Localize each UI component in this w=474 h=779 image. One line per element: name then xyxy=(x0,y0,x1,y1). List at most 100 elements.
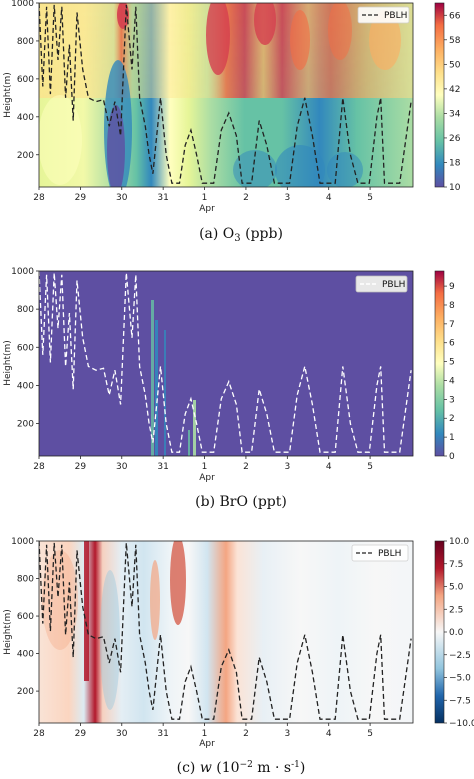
x-axis-label: Apr xyxy=(199,473,215,483)
y-tick-label: 400 xyxy=(17,650,34,660)
colorbar-tick-label: 66 xyxy=(449,11,461,21)
caption: (c) w (10−2 m · s-1) xyxy=(177,760,306,776)
x-ticks: 28 29 30 31 1 2 3 4 5 xyxy=(33,187,373,203)
bro-field xyxy=(39,271,413,456)
y-tick-label: 800 xyxy=(17,575,34,585)
x-axis-label: Apr xyxy=(199,739,215,749)
y-tick-label: 400 xyxy=(17,381,34,391)
x-tick-label: 5 xyxy=(367,193,373,203)
x-tick-label: 1 xyxy=(202,462,208,472)
colorbar-tick-label: −5.0 xyxy=(449,674,471,684)
legend-label: PBLH xyxy=(378,549,401,559)
colorbar-tick-label: 10.0 xyxy=(449,537,469,547)
colorbar-tick-label: 5.0 xyxy=(449,583,464,593)
colorbar-tick-label: 34 xyxy=(449,109,461,119)
colorbar-tick-label: 58 xyxy=(449,36,461,46)
legend: PBLH xyxy=(351,544,409,562)
colorbar-tick-label: 18 xyxy=(449,158,461,168)
y-tick-label: 1000 xyxy=(11,0,34,9)
colorbar-tick-label: 26 xyxy=(449,134,461,144)
x-tick-label: 2 xyxy=(243,462,249,472)
y-tick-label: 800 xyxy=(17,37,34,47)
w-field xyxy=(39,541,413,723)
x-tick-label: 4 xyxy=(326,193,332,203)
x-tick-label: 31 xyxy=(157,193,168,203)
pblh-line xyxy=(39,541,412,720)
y-axis-label: Height(m) xyxy=(3,72,13,118)
colorbar-tick-label: 4 xyxy=(449,376,455,386)
pblh-line xyxy=(39,3,412,184)
y-tick-label: 200 xyxy=(17,151,34,161)
y-ticks: 200 400 600 800 1000 xyxy=(11,0,39,161)
y-tick-label: 200 xyxy=(17,420,34,430)
x-tick-label: 1 xyxy=(202,193,208,203)
colorbar-tick-label: 0 xyxy=(449,452,455,462)
colorbar: 10 18 26 34 42 50 58 66 xyxy=(434,2,461,193)
x-tick-label: 3 xyxy=(284,729,290,739)
colorbar-tick-label: −10.0 xyxy=(449,719,474,729)
x-tick-label: 28 xyxy=(33,729,45,739)
pblh-line xyxy=(39,271,412,453)
colorbar-tick-label: 50 xyxy=(449,60,461,70)
colorbar-tick-label: 8 xyxy=(449,301,455,311)
legend-label: PBLH xyxy=(384,11,407,21)
x-axis-label: Apr xyxy=(199,204,215,214)
y-ticks: 200 400 600 800 1000 xyxy=(11,267,39,430)
x-tick-label: 2 xyxy=(243,193,249,203)
colorbar-tick-label: −7.5 xyxy=(449,696,471,706)
colorbar-tick-label: 42 xyxy=(449,85,460,95)
y-tick-label: 600 xyxy=(17,612,34,622)
colorbar-tick-label: −2.5 xyxy=(449,651,471,661)
y-tick-label: 1000 xyxy=(11,267,34,277)
caption: (a) O3 (ppb) xyxy=(199,226,283,244)
x-tick-label: 31 xyxy=(157,462,168,472)
panel-w: 200 400 600 800 1000 28 29 30 31 1 2 3 4 5 Height(m)… xyxy=(3,537,474,776)
y-axis-label: Height(m) xyxy=(3,340,13,386)
x-tick-label: 4 xyxy=(326,729,332,739)
colorbar-tick-label: 5 xyxy=(449,358,455,368)
colorbar-tick-label: 7 xyxy=(449,320,455,330)
x-tick-label: 5 xyxy=(367,729,373,739)
y-tick-label: 800 xyxy=(17,305,34,315)
y-tick-label: 1000 xyxy=(11,537,34,547)
colorbar: 0 1 2 3 4 5 6 7 8 9 xyxy=(434,270,455,462)
x-tick-label: 28 xyxy=(33,462,45,472)
colorbar-tick-label: 3 xyxy=(449,395,455,405)
legend: PBLH xyxy=(355,275,408,293)
o3-field xyxy=(39,3,413,187)
colorbar-tick-label: 0.0 xyxy=(449,628,464,638)
y-tick-label: 600 xyxy=(17,343,34,353)
x-tick-label: 4 xyxy=(326,462,332,472)
colorbar-tick-label: 2.5 xyxy=(449,605,463,615)
x-tick-label: 28 xyxy=(33,193,45,203)
x-ticks: 28 29 30 31 1 2 3 4 5 xyxy=(33,456,373,472)
legend-label: PBLH xyxy=(382,280,405,290)
caption: (b) BrO (ppt) xyxy=(195,494,287,510)
x-tick-label: 3 xyxy=(284,193,290,203)
legend: PBLH xyxy=(357,6,410,24)
x-tick-label: 30 xyxy=(116,729,128,739)
colorbar-tick-label: 1 xyxy=(449,433,455,443)
x-tick-label: 2 xyxy=(243,729,249,739)
x-tick-label: 30 xyxy=(116,193,128,203)
x-ticks: 28 29 30 31 1 2 3 4 5 xyxy=(33,723,373,739)
colorbar-tick-label: 10 xyxy=(449,183,461,193)
colorbar: 10.0 7.5 5.0 2.5 0.0 −2.5 −5.0 −7.5 −10.0 xyxy=(434,537,474,729)
x-tick-label: 29 xyxy=(75,729,87,739)
x-tick-label: 1 xyxy=(202,729,208,739)
colorbar-tick-label: 7.5 xyxy=(449,560,463,570)
y-tick-label: 200 xyxy=(17,687,34,697)
colorbar-tick-label: 2 xyxy=(449,414,455,424)
y-ticks: 200 400 600 800 1000 xyxy=(11,537,39,697)
y-axis-label: Height(m) xyxy=(3,609,13,655)
x-tick-label: 29 xyxy=(75,462,87,472)
x-tick-label: 31 xyxy=(157,729,168,739)
x-tick-label: 3 xyxy=(284,462,290,472)
x-tick-label: 5 xyxy=(367,462,373,472)
x-tick-label: 30 xyxy=(116,462,128,472)
colorbar-tick-label: 9 xyxy=(449,282,455,292)
y-tick-label: 600 xyxy=(17,75,34,85)
